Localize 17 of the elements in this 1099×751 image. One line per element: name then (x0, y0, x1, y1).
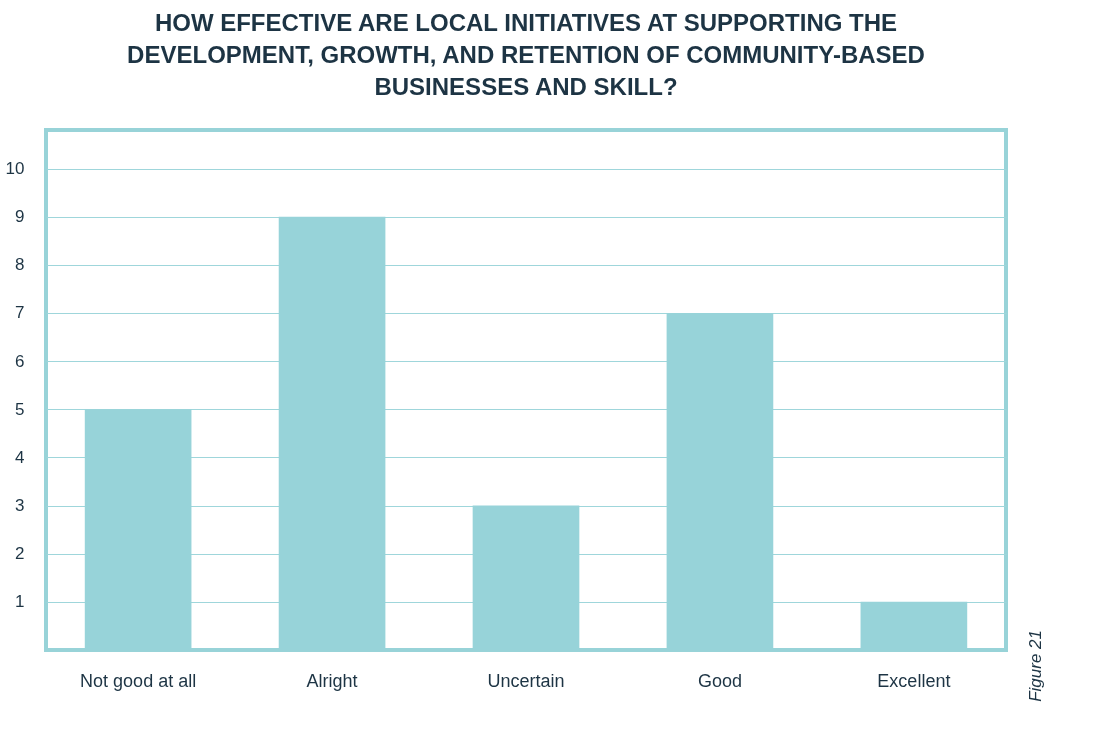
chart-title: HOW EFFECTIVE ARE LOCAL INITIATIVES AT SUPPORTING THE DEVELOPMENT, GROWTH, AND RETENTION OF COMMUNITY-BASED BUSINESSES AND SKILL? (127, 9, 925, 100)
y-tick-label: 9 (15, 207, 25, 227)
y-tick-label: 7 (15, 303, 25, 323)
y-tick-label: 5 (15, 399, 25, 419)
x-tick-label: Uncertain (487, 670, 565, 691)
x-tick-label: Good (697, 670, 742, 691)
y-tick-label: 4 (15, 447, 25, 467)
x-tick-label: Alright (306, 670, 358, 691)
x-tick-label: Not good at all (80, 670, 197, 691)
y-tick-label: 6 (15, 351, 25, 371)
y-tick-label: 3 (15, 496, 25, 516)
y-tick-label: 2 (15, 544, 25, 564)
y-tick-label: 10 (5, 159, 25, 179)
y-tick-label: 1 (15, 592, 25, 612)
y-tick-label: 8 (15, 255, 25, 275)
caption: Figure 21 (1026, 630, 1045, 702)
x-tick-label: Excellent (877, 670, 951, 691)
